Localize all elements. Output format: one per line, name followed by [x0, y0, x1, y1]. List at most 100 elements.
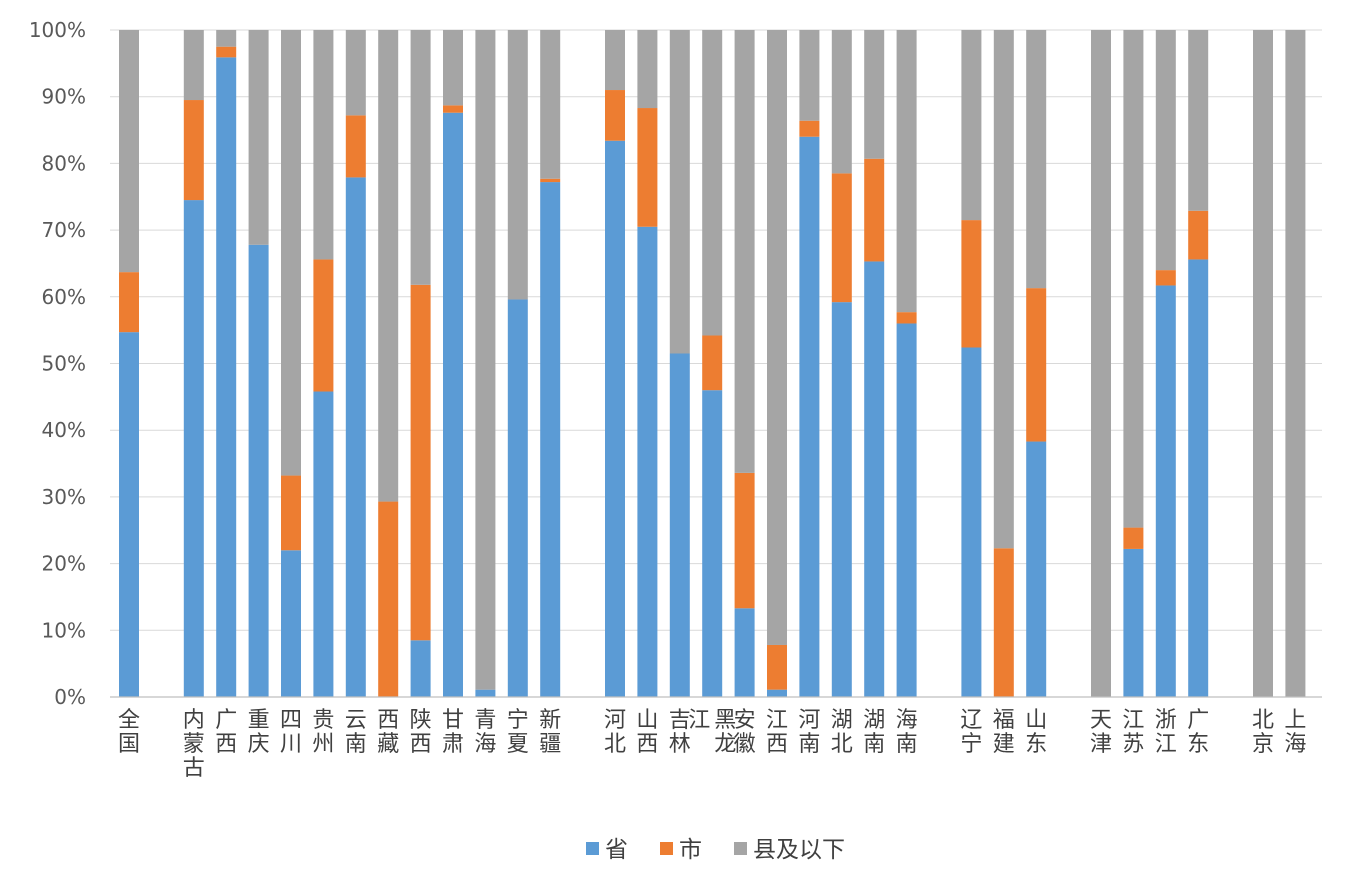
bar-segment — [961, 347, 982, 697]
svg-text:蒙: 蒙 — [183, 732, 205, 757]
bar-segment — [443, 112, 463, 697]
x-tick-label: 陕西 — [410, 708, 432, 757]
bar-segment — [248, 244, 269, 698]
x-tick-label: 贵州 — [312, 708, 334, 757]
x-tick-label: 辽宁 — [960, 708, 982, 757]
y-tick-label: 100% — [29, 18, 86, 42]
bar-segment — [410, 30, 431, 285]
bar-segment — [831, 30, 852, 174]
bar-segment — [345, 30, 366, 116]
legend-label: 县及以下 — [753, 837, 845, 863]
bar-segment — [119, 30, 139, 273]
x-tick-label: 江苏 — [1122, 708, 1144, 757]
x-tick-label: 上海 — [1284, 708, 1306, 757]
y-tick-label: 80% — [42, 151, 86, 175]
x-tick-label: 北京 — [1252, 708, 1274, 757]
svg-text:龙: 龙 — [714, 732, 736, 757]
svg-text:辽: 辽 — [960, 708, 982, 733]
bar-segment — [637, 30, 658, 109]
x-tick-label: 全国 — [118, 708, 140, 757]
svg-text:重: 重 — [248, 708, 270, 733]
bar-segment — [507, 299, 528, 697]
bar-segment — [281, 475, 301, 551]
svg-text:疆: 疆 — [539, 732, 561, 757]
legend-swatch — [734, 842, 747, 855]
svg-text:云: 云 — [345, 708, 367, 733]
bar-segment — [702, 30, 723, 336]
bar-segment — [637, 226, 658, 697]
svg-text:山: 山 — [636, 708, 658, 733]
bar-segment — [864, 30, 885, 159]
svg-text:陕: 陕 — [410, 708, 432, 733]
svg-text:东: 东 — [1187, 732, 1209, 757]
bar-segment — [281, 550, 301, 697]
bar-segment — [799, 30, 820, 121]
svg-text:林: 林 — [669, 732, 691, 757]
svg-text:河: 河 — [604, 708, 626, 733]
bar-segment — [410, 640, 431, 697]
y-tick-label: 50% — [42, 352, 86, 376]
bar-segment — [669, 30, 690, 354]
bar-segment — [119, 332, 139, 697]
legend-item: 省 — [586, 837, 628, 863]
legend-item: 县及以下 — [734, 837, 845, 863]
bar-segment — [216, 30, 237, 47]
bar-segment — [540, 178, 561, 183]
svg-text:贵: 贵 — [312, 708, 334, 733]
x-tick-label: 广东 — [1187, 708, 1209, 757]
bar-segment — [1155, 285, 1176, 697]
bar-segment — [410, 284, 431, 641]
bar-segment — [281, 30, 301, 476]
svg-text:苏: 苏 — [1122, 732, 1144, 757]
bar-segment — [864, 158, 885, 262]
x-tick-label: 江西 — [766, 708, 788, 757]
x-tick-label: 河南 — [798, 708, 820, 757]
bar-segment — [345, 115, 366, 178]
bar-segment — [1253, 30, 1273, 697]
svg-text:吉: 吉 — [669, 708, 691, 733]
x-tick-label: 重庆 — [248, 708, 270, 757]
svg-text:青: 青 — [474, 708, 496, 733]
x-tick-label: 天津 — [1090, 708, 1112, 757]
bar-segment — [669, 353, 690, 697]
svg-text:四: 四 — [280, 708, 302, 733]
bar-segment — [637, 108, 658, 227]
svg-text:海: 海 — [896, 708, 918, 733]
svg-text:海: 海 — [474, 732, 496, 757]
bar-segment — [1155, 30, 1176, 271]
bar-segment — [896, 30, 917, 313]
legend-swatch — [660, 842, 673, 855]
svg-text:京: 京 — [1252, 732, 1274, 757]
svg-text:州: 州 — [312, 732, 334, 757]
x-tick-label: 吉林 — [669, 708, 691, 757]
y-tick-label: 70% — [42, 218, 86, 242]
bar-segment — [1285, 30, 1306, 697]
svg-text:古: 古 — [183, 756, 205, 781]
bar-segment — [799, 136, 820, 698]
svg-text:宁: 宁 — [507, 708, 529, 733]
bar-segment — [1026, 288, 1047, 442]
bar-segment — [767, 689, 787, 697]
legend-label: 市 — [679, 837, 702, 863]
svg-text:湖: 湖 — [863, 708, 885, 733]
bar-segment — [540, 182, 561, 698]
bar-segment — [864, 261, 885, 697]
y-tick-label: 0% — [54, 685, 86, 709]
x-tick-label: 内蒙古 — [183, 708, 205, 781]
svg-text:南: 南 — [798, 732, 820, 757]
svg-text:江: 江 — [1122, 708, 1144, 733]
svg-text:西: 西 — [215, 732, 237, 757]
y-axis-ticks: 0% 10% 20% 30% 40% 50% 60% 70% 80% 90% 100% — [29, 18, 86, 709]
svg-text:南: 南 — [863, 732, 885, 757]
svg-text:北: 北 — [831, 732, 853, 757]
bar-segment — [1188, 210, 1209, 260]
svg-text:全: 全 — [118, 708, 140, 733]
bar-segment — [313, 30, 334, 260]
bar-segment — [248, 30, 269, 245]
bar-segment — [961, 30, 982, 221]
legend-item: 市 — [660, 837, 702, 863]
svg-text:江: 江 — [1155, 732, 1177, 757]
bar-segment — [799, 120, 820, 137]
x-tick-label: 福建 — [993, 708, 1015, 757]
